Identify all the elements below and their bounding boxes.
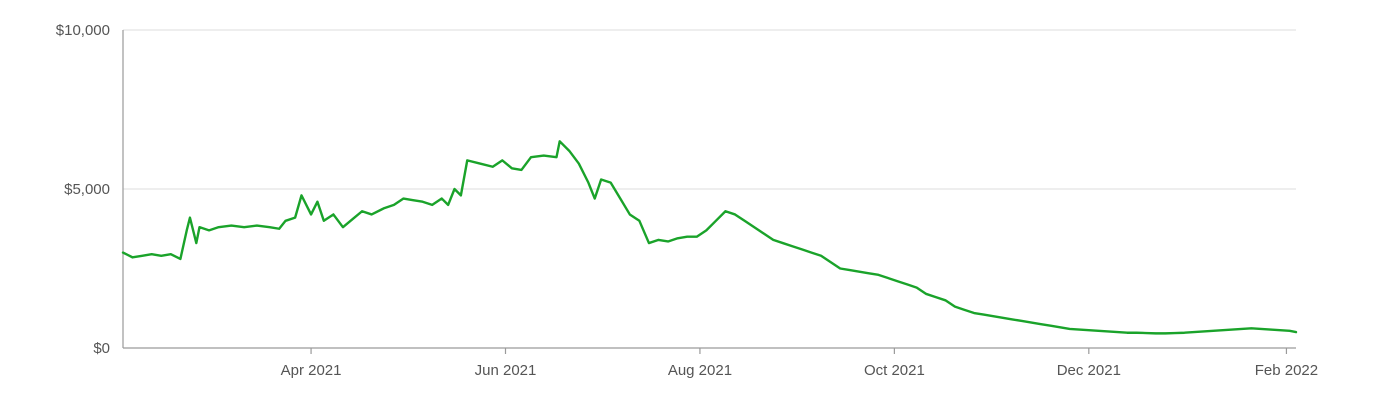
y-tick-label: $0 bbox=[93, 340, 110, 357]
y-tick-label: $5,000 bbox=[64, 181, 110, 198]
x-tick-label: Oct 2021 bbox=[864, 362, 925, 379]
y-axis-labels: $0 $5,000 $10,000 bbox=[56, 22, 110, 357]
x-tick-label: Aug 2021 bbox=[668, 362, 732, 379]
x-axis-ticks bbox=[310, 348, 1288, 354]
series-line bbox=[121, 140, 1298, 335]
y-tick-label: $10,000 bbox=[56, 22, 110, 39]
series-layer bbox=[121, 140, 1298, 335]
grid-lines bbox=[123, 29, 1296, 190]
x-tick-label: Jun 2021 bbox=[475, 362, 537, 379]
x-axis-labels: Apr 2021 Jun 2021 Aug 2021 Oct 2021 Dec 2021… bbox=[281, 362, 1319, 379]
x-tick-label: Dec 2021 bbox=[1057, 362, 1121, 379]
x-tick-label: Apr 2021 bbox=[281, 362, 342, 379]
x-tick-label: Feb 2022 bbox=[1255, 362, 1318, 379]
